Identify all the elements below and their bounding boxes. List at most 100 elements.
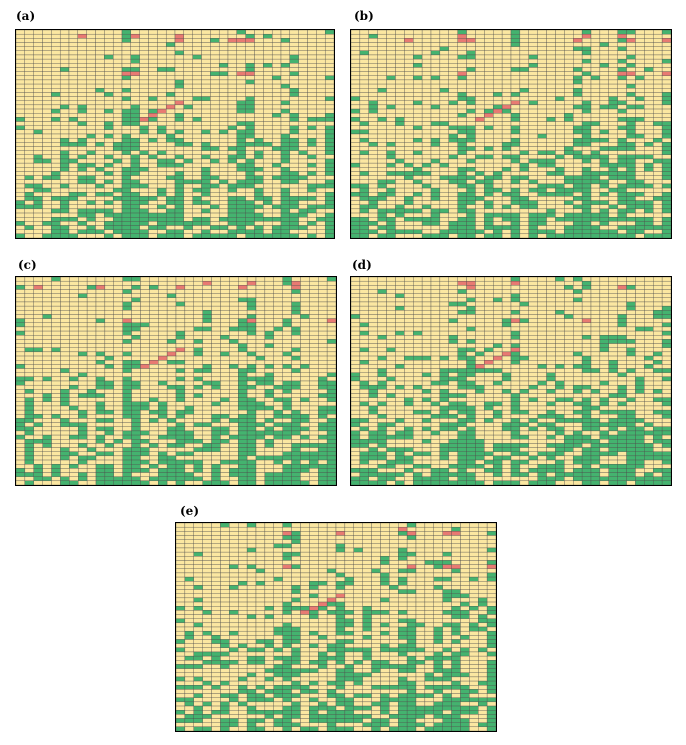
heatmap-cell — [264, 414, 274, 419]
heatmap-cell — [121, 192, 132, 197]
heatmap-cell — [33, 322, 43, 328]
heatmap-cell — [148, 30, 158, 35]
heatmap-cell — [324, 154, 334, 160]
heatmap-cell — [24, 434, 34, 440]
heatmap-cell — [555, 117, 565, 122]
heatmap-cell — [95, 314, 106, 319]
heatmap-cell — [51, 129, 61, 135]
heatmap-cell — [510, 30, 521, 35]
heatmap-cell — [273, 368, 283, 373]
heatmap-cell — [404, 121, 414, 126]
heatmap-cell — [218, 100, 229, 106]
heatmap-cell — [326, 430, 336, 436]
heatmap-cell — [377, 179, 387, 185]
heatmap-cell — [166, 405, 177, 411]
heatmap-cell — [653, 225, 663, 230]
heatmap-cell — [448, 46, 458, 51]
heatmap-cell — [324, 30, 334, 35]
heatmap-cell — [229, 326, 239, 332]
heatmap-cell — [555, 158, 565, 164]
heatmap-cell — [359, 67, 369, 72]
heatmap-cell — [457, 200, 467, 205]
heatmap-cell — [175, 368, 186, 373]
heatmap-cell — [653, 221, 663, 226]
heatmap-cell — [307, 75, 317, 81]
heatmap-cell — [466, 142, 476, 147]
heatmap-cell — [42, 233, 52, 238]
heatmap-cell — [16, 142, 26, 147]
heatmap-cell — [24, 335, 34, 340]
heatmap-cell — [218, 217, 229, 222]
heatmap-cell — [457, 50, 467, 56]
heatmap-cell — [573, 83, 583, 89]
heatmap-cell — [430, 158, 441, 164]
heatmap-cell — [59, 171, 70, 176]
heatmap-cell — [608, 33, 618, 39]
heatmap-cell — [316, 100, 326, 106]
heatmap-cell — [24, 422, 34, 427]
heatmap-cell — [95, 293, 106, 298]
heatmap-cell — [202, 397, 212, 402]
heatmap-cell — [635, 146, 645, 151]
heatmap-cell — [104, 150, 114, 155]
heatmap-cell — [139, 233, 149, 238]
heatmap-cell — [653, 171, 663, 176]
heatmap-cell — [599, 79, 609, 85]
heatmap-cell — [590, 54, 601, 60]
heatmap-cell — [16, 393, 26, 398]
heatmap-cell — [78, 301, 88, 307]
heatmap-cell — [635, 79, 645, 85]
heatmap-cell — [183, 175, 193, 180]
heatmap-cell — [271, 183, 282, 189]
heatmap-cell — [69, 305, 79, 311]
heatmap-cell — [130, 146, 140, 151]
heatmap-cell — [86, 96, 96, 101]
heatmap-cell — [122, 355, 132, 361]
heatmap-cell — [218, 225, 229, 230]
heatmap-cell — [218, 208, 229, 214]
heatmap-cell — [16, 137, 26, 143]
heatmap-cell — [368, 88, 378, 93]
heatmap-cell — [122, 310, 132, 315]
heatmap-cell — [475, 83, 485, 89]
heatmap-cell — [291, 397, 301, 402]
heatmap-cell — [95, 30, 105, 35]
heatmap-cell — [590, 121, 601, 126]
heatmap-cell — [318, 297, 328, 303]
heatmap-cell — [564, 100, 574, 106]
heatmap-cell — [581, 38, 592, 43]
heatmap-cell — [157, 63, 167, 68]
heatmap-cell — [77, 71, 87, 76]
heatmap-cell — [130, 179, 140, 185]
heatmap-cell — [122, 343, 132, 348]
heatmap-cell — [599, 171, 609, 176]
heatmap-cell — [59, 129, 70, 135]
heatmap-cell — [229, 409, 239, 415]
heatmap-cell — [165, 63, 176, 68]
heatmap-cell — [78, 318, 88, 323]
heatmap-cell — [157, 146, 167, 151]
heatmap-cell — [201, 92, 211, 97]
heatmap-cell — [140, 335, 150, 340]
heatmap-cell — [617, 233, 627, 238]
heatmap-cell — [326, 330, 336, 336]
heatmap-cell — [510, 133, 521, 139]
heatmap-cell — [51, 335, 61, 340]
heatmap-cell — [86, 217, 96, 222]
heatmap-cell — [386, 92, 396, 97]
heatmap-cell — [351, 121, 361, 126]
heatmap-cell — [236, 187, 246, 193]
heatmap-cell — [501, 125, 512, 131]
heatmap-cell — [537, 200, 547, 205]
heatmap-cell — [280, 133, 291, 139]
heatmap-cell — [202, 384, 212, 390]
heatmap-cell — [236, 175, 246, 180]
heatmap-cell — [112, 33, 123, 39]
heatmap-cell — [395, 158, 405, 164]
heatmap-cell — [484, 212, 494, 218]
heatmap-cell — [430, 75, 441, 81]
heatmap-cell — [386, 129, 396, 135]
heatmap-cell — [113, 414, 123, 419]
heatmap-cell — [95, 146, 105, 151]
heatmap-cell — [24, 92, 34, 97]
